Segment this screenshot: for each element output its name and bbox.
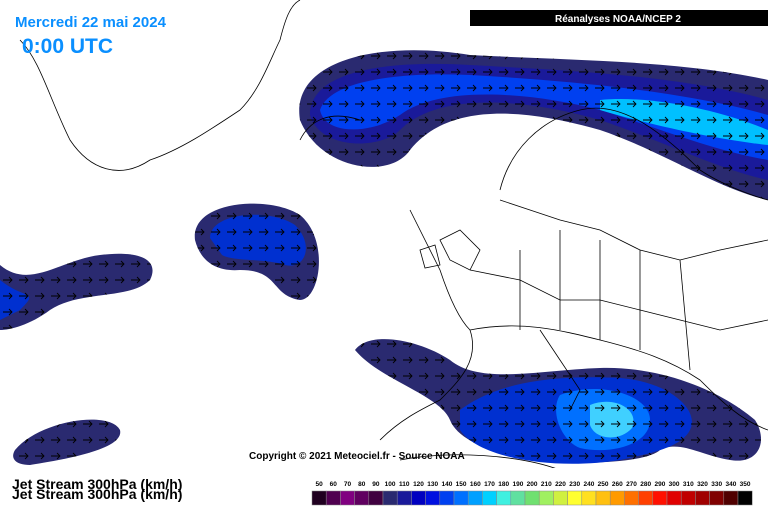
scale-label: 200 [527, 481, 538, 488]
scale-swatch [354, 490, 370, 506]
scale-swatch [510, 490, 526, 506]
scale-label: 170 [484, 481, 495, 488]
source-box [470, 10, 768, 26]
scale-swatch [567, 490, 583, 506]
scale-label: 330 [711, 481, 722, 488]
scale-swatch [311, 490, 327, 506]
scale-label: 100 [385, 481, 396, 488]
scale-label: 230 [569, 481, 580, 488]
field-title: Jet Stream 300hPa (km/h) [12, 476, 182, 492]
scale-label: 250 [598, 481, 609, 488]
scale-label: 340 [725, 481, 736, 488]
wind-arrows [0, 50, 768, 465]
scale-swatch [581, 490, 597, 506]
scale-label: 190 [512, 481, 523, 488]
scale-label: 120 [413, 481, 424, 488]
scale-swatch [595, 490, 611, 506]
scale-label: 300 [669, 481, 680, 488]
scale-label: 90 [372, 481, 380, 488]
scale-swatch [666, 490, 682, 506]
source: Réanalyses NOAA/NCEP 2 [555, 14, 681, 25]
scale-swatch [538, 490, 554, 506]
scale-swatch [453, 490, 469, 506]
scale-swatch [638, 490, 654, 506]
scale-label: 50 [315, 481, 323, 488]
field-title-shadow: Jet Stream 300hPa (km/h) [12, 486, 182, 502]
scale-label: 260 [612, 481, 623, 488]
scale-label: 320 [697, 481, 708, 488]
scale-label: 220 [555, 481, 566, 488]
scale-label: 210 [541, 481, 552, 488]
scale-swatch [368, 490, 384, 506]
scale-label: 350 [740, 481, 751, 488]
scale-swatch [467, 490, 483, 506]
scale-swatch [382, 490, 398, 506]
scale-swatch [695, 490, 710, 506]
scale-swatch [340, 490, 355, 506]
scale-label: 240 [583, 481, 594, 488]
scale-label: 310 [683, 481, 694, 488]
scale-swatch [411, 490, 426, 506]
scale-swatch [524, 490, 540, 506]
time: 0:00 UTC [22, 35, 113, 58]
scale-swatch [325, 490, 341, 506]
date: Mercredi 22 mai 2024 [15, 14, 167, 31]
scale-label: 150 [456, 481, 467, 488]
scale-swatch [680, 490, 696, 506]
copyright: Copyright © 2021 Meteociel.fr - Source N… [249, 451, 465, 462]
scale-swatch [624, 490, 639, 506]
scale-swatch [553, 490, 568, 506]
scale-swatch [496, 490, 512, 506]
color-scale: 50 60 70 80 90 100 110 120 130 140 150 160 170 180 190… [311, 481, 753, 506]
scale-label: 80 [358, 481, 366, 488]
scale-swatch [709, 490, 725, 506]
scale-swatch [425, 490, 441, 506]
scale-label: 280 [640, 481, 651, 488]
scale-label: 180 [498, 481, 509, 488]
scale-label: 130 [427, 481, 438, 488]
scale-swatch [396, 490, 412, 506]
scale-label: 270 [626, 481, 637, 488]
scale-label: 60 [330, 481, 338, 488]
scale-swatch [609, 490, 625, 506]
scale-swatch [652, 490, 668, 506]
scale-label: 70 [344, 481, 352, 488]
scale-swatch [439, 490, 455, 506]
scale-label: 290 [654, 481, 665, 488]
scale-swatch [482, 490, 497, 506]
coastlines [19, 0, 768, 471]
scale-label: 110 [399, 481, 410, 488]
scale-label: 140 [441, 481, 452, 488]
scale-swatch [723, 490, 739, 506]
scale-swatch [737, 490, 753, 506]
scale-label: 160 [470, 481, 481, 488]
